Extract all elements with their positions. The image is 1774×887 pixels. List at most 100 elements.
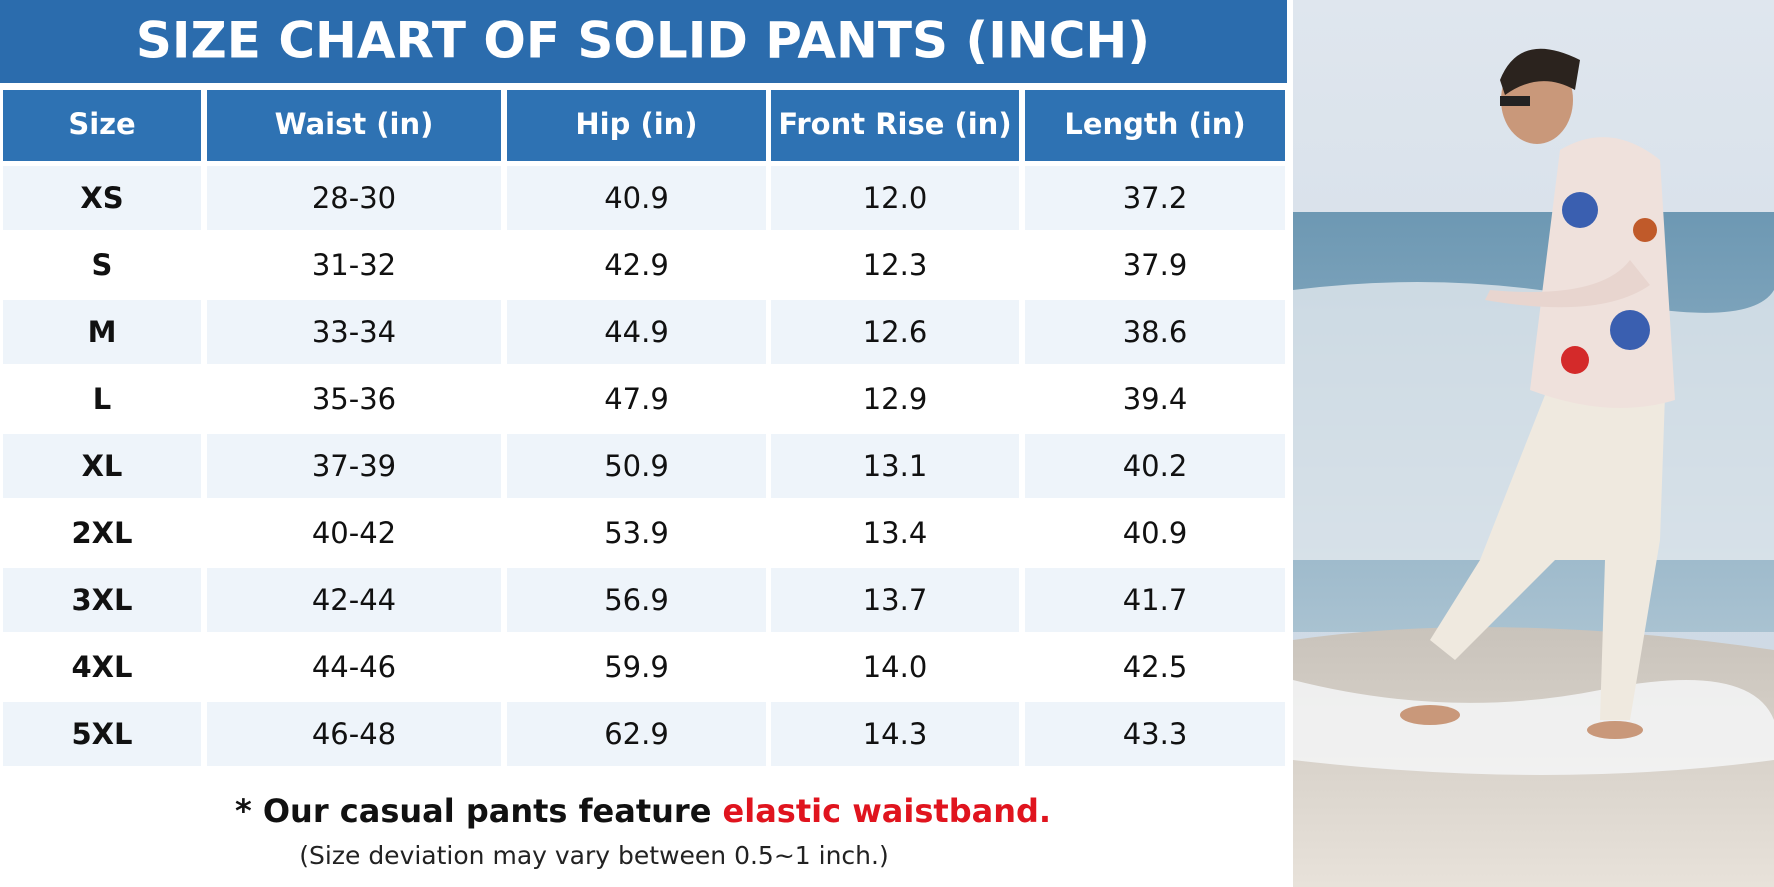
note-subtext: (Size deviation may vary between 0.5~1 i…	[299, 841, 888, 870]
size-label: 3XL	[71, 583, 132, 617]
table-cell	[507, 702, 766, 766]
size-label: 2XL	[71, 516, 132, 550]
table-cell	[507, 166, 766, 230]
table-cell	[771, 434, 1019, 498]
cell-text: 42.5	[1123, 650, 1188, 684]
cell-text: 39.4	[1123, 382, 1188, 416]
table-cell	[1025, 233, 1285, 297]
cell-text: 12.9	[863, 382, 928, 416]
table-cell	[207, 501, 501, 565]
table-cell	[507, 233, 766, 297]
cell-text: 46-48	[312, 717, 396, 751]
model-photo	[1293, 0, 1774, 887]
table-cell	[3, 434, 201, 498]
table-cell	[207, 367, 501, 431]
header-cell	[507, 90, 766, 161]
table-cell	[1025, 367, 1285, 431]
cell-text: 28-30	[312, 181, 396, 215]
header-cell	[3, 90, 201, 161]
size-table: Size Waist (in) Hip (in) Front Rise (in) Len…	[3, 90, 1285, 766]
size-label: S	[92, 248, 113, 282]
table-cell	[3, 501, 201, 565]
table-cell	[207, 702, 501, 766]
cell-text: 62.9	[604, 717, 669, 751]
table-cell	[771, 501, 1019, 565]
cell-text: 43.3	[1123, 717, 1188, 751]
cell-text: 53.9	[604, 516, 669, 550]
table-cell	[207, 300, 501, 364]
size-label: XL	[82, 449, 123, 483]
table-cell	[3, 367, 201, 431]
cell-text: 44-46	[312, 650, 396, 684]
cell-text: 35-36	[312, 382, 396, 416]
size-label: 5XL	[71, 717, 132, 751]
cell-text: 37.9	[1123, 248, 1188, 282]
table-cell	[1025, 434, 1285, 498]
size-label: L	[93, 382, 111, 416]
table-cell	[207, 568, 501, 632]
table-cell	[771, 635, 1019, 699]
cell-text: 14.3	[863, 717, 928, 751]
cell-text: 38.6	[1123, 315, 1188, 349]
table-cell	[771, 166, 1019, 230]
table-cell	[507, 635, 766, 699]
cell-text: 50.9	[604, 449, 669, 483]
table-cell	[1025, 702, 1285, 766]
title: SIZE CHART OF SOLID PANTS (INCH)	[136, 12, 1150, 70]
table-cell	[1025, 501, 1285, 565]
header-cell	[1025, 90, 1285, 161]
table-cell	[3, 568, 201, 632]
table-cell	[507, 501, 766, 565]
table-cell	[771, 300, 1019, 364]
cell-text: 42.9	[604, 248, 669, 282]
table-cell	[1025, 568, 1285, 632]
table-cell	[771, 702, 1019, 766]
note: * Our casual pants feature elastic waist…	[235, 792, 1051, 830]
cell-text: 31-32	[312, 248, 396, 282]
header-cell	[207, 90, 501, 161]
table-cell	[507, 568, 766, 632]
cell-text: 14.0	[863, 650, 928, 684]
table-cell	[771, 233, 1019, 297]
header-text: Front Rise (in)	[778, 107, 1011, 141]
cell-text: 12.0	[863, 181, 928, 215]
cell-text: 33-34	[312, 315, 396, 349]
table-cell	[3, 233, 201, 297]
table-cell	[507, 434, 766, 498]
title-bar	[0, 0, 1287, 83]
cell-text: 41.7	[1123, 583, 1188, 617]
cell-text: 44.9	[604, 315, 669, 349]
size-label: XS	[80, 181, 123, 215]
cell-text: 42-44	[312, 583, 396, 617]
header-text: Waist (in)	[275, 107, 434, 141]
table-cell	[771, 568, 1019, 632]
cell-text: 40.2	[1123, 449, 1188, 483]
cell-text: 13.7	[863, 583, 928, 617]
cell-text: 40.9	[1123, 516, 1188, 550]
table-cell	[207, 233, 501, 297]
cell-text: 40.9	[604, 181, 669, 215]
cell-text: 12.3	[863, 248, 928, 282]
cell-text: 56.9	[604, 583, 669, 617]
table-cell	[3, 300, 201, 364]
table-cell	[3, 702, 201, 766]
table-cell	[507, 367, 766, 431]
table-cell	[207, 166, 501, 230]
size-label: M	[88, 315, 117, 349]
header-cell	[771, 90, 1019, 161]
table-cell	[1025, 635, 1285, 699]
table-cell	[3, 635, 201, 699]
size-label: 4XL	[71, 650, 132, 684]
note-highlight: elastic waistband.	[723, 792, 1052, 830]
table-cell	[3, 166, 201, 230]
table-cell	[1025, 300, 1285, 364]
table-cell	[207, 434, 501, 498]
note-text: * Our casual pants feature	[235, 792, 723, 830]
cell-text: 40-42	[312, 516, 396, 550]
table-cell	[1025, 166, 1285, 230]
cell-text: 37-39	[312, 449, 396, 483]
cell-text: 59.9	[604, 650, 669, 684]
cell-text: 37.2	[1123, 181, 1188, 215]
cell-text: 13.4	[863, 516, 928, 550]
